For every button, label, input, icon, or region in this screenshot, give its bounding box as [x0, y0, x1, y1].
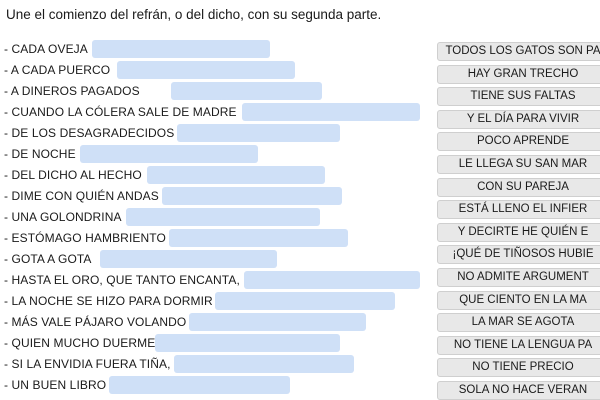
instruction-text: Une el comienzo del refrán, o del dicho,… [6, 7, 382, 22]
phrase-row: - A DINEROS PAGADOS [4, 82, 140, 100]
right-answer-list: TODOS LOS GATOS SON PA HAY GRAN TRECHO TIE… [437, 0, 600, 400]
answer-drop-zone[interactable] [80, 145, 258, 163]
answer-option[interactable]: TIENE SUS FALTAS [437, 87, 600, 107]
phrase-row: - CUANDO LA CÓLERA SALE DE MADRE [4, 103, 237, 121]
phrase-label: - DIME CON QUIÉN ANDAS [4, 189, 159, 203]
phrase-row: - MÁS VALE PÁJARO VOLANDO [4, 313, 186, 331]
answer-option[interactable]: HAY GRAN TRECHO [437, 64, 600, 84]
phrase-label: - DEL DICHO AL HECHO [4, 168, 142, 182]
answer-option[interactable]: ¡QUÉ DE TIÑOSOS HUBIE [437, 245, 600, 265]
phrase-row: - LA NOCHE SE HIZO PARA DORMIR [4, 292, 213, 310]
phrase-label: - DE NOCHE [4, 147, 76, 161]
phrase-label: - A CADA PUERCO [4, 63, 111, 77]
answer-option[interactable]: SOLA NO HACE VERAN [437, 381, 600, 400]
answer-option[interactable]: ESTÁ LLENO EL INFIER [437, 200, 600, 220]
phrase-label: - GOTA A GOTA [4, 252, 92, 266]
answer-drop-zone[interactable] [242, 103, 420, 121]
phrase-label: - SI LA ENVIDIA FUERA TIÑA, [4, 357, 171, 371]
answer-option[interactable]: Y DECIRTE HE QUIÉN E [437, 222, 600, 242]
phrase-row: - DEL DICHO AL HECHO [4, 166, 142, 184]
phrase-row: - QUIEN MUCHO DUERME [4, 334, 155, 352]
answer-drop-zone[interactable] [215, 292, 395, 310]
phrase-label: - ESTÓMAGO HAMBRIENTO [4, 231, 166, 245]
phrase-row: - DE NOCHE [4, 145, 76, 163]
answer-drop-zone[interactable] [174, 355, 354, 373]
left-phrase-list: - CADA OVEJA - A CADA PUERCO - A DINEROS P… [4, 40, 420, 394]
answer-option[interactable]: POCO APRENDE [437, 132, 600, 152]
phrase-label: - UNA GOLONDRINA [4, 210, 122, 224]
answer-option[interactable]: CON SU PAREJA [437, 177, 600, 197]
answer-drop-zone[interactable] [244, 271, 420, 289]
answer-option[interactable]: NO TIENE LA LENGUA PA [437, 335, 600, 355]
phrase-label: - UN BUEN LIBRO [4, 378, 107, 392]
phrase-row: - CADA OVEJA [4, 40, 88, 58]
phrase-row: - ESTÓMAGO HAMBRIENTO [4, 229, 166, 247]
phrase-label: - DE LOS DESAGRADECIDOS [4, 126, 175, 140]
phrase-row: - DE LOS DESAGRADECIDOS [4, 124, 174, 142]
phrase-label: - HASTA EL ORO, QUE TANTO ENCANTA, [4, 273, 240, 287]
phrase-label: - QUIEN MUCHO DUERME [4, 336, 156, 350]
phrase-row: - SI LA ENVIDIA FUERA TIÑA, [4, 355, 171, 373]
phrase-label: - CADA OVEJA [4, 42, 88, 56]
answer-option[interactable]: Y EL DÍA PARA VIVIR [437, 109, 600, 129]
phrase-label: - MÁS VALE PÁJARO VOLANDO [4, 315, 187, 329]
answer-option[interactable]: LE LLEGA SU SAN MAR [437, 155, 600, 174]
answer-drop-zone[interactable] [126, 208, 320, 226]
answer-drop-zone[interactable] [92, 40, 270, 58]
answer-drop-zone[interactable] [109, 376, 290, 394]
answer-drop-zone[interactable] [189, 313, 366, 331]
answer-drop-zone[interactable] [100, 250, 277, 268]
phrase-label: - A DINEROS PAGADOS [4, 84, 140, 98]
phrase-row: - DIME CON QUIÉN ANDAS [4, 187, 159, 205]
phrase-row: - GOTA A GOTA [4, 250, 92, 268]
answer-option[interactable]: NO TIENE PRECIO [437, 358, 600, 378]
answer-drop-zone[interactable] [147, 166, 325, 184]
answer-drop-zone[interactable] [155, 334, 340, 352]
answer-drop-zone[interactable] [171, 82, 322, 100]
answer-option[interactable]: LA MAR SE AGOTA [437, 313, 600, 333]
answer-option[interactable]: QUE CIENTO EN LA MA [437, 290, 600, 310]
answer-drop-zone[interactable] [162, 187, 342, 205]
answer-drop-zone[interactable] [117, 61, 295, 79]
phrase-row: - UNA GOLONDRINA [4, 208, 122, 226]
phrase-label: - CUANDO LA CÓLERA SALE DE MADRE [4, 105, 237, 119]
phrase-row: - UN BUEN LIBRO [4, 376, 106, 394]
phrase-row: - HASTA EL ORO, QUE TANTO ENCANTA, [4, 271, 240, 289]
phrase-row: - A CADA PUERCO [4, 61, 110, 79]
answer-drop-zone[interactable] [169, 229, 348, 247]
phrase-label: - LA NOCHE SE HIZO PARA DORMIR [4, 294, 213, 308]
answer-option[interactable]: NO ADMITE ARGUMENT [437, 268, 600, 287]
answer-drop-zone[interactable] [177, 124, 340, 142]
answer-option[interactable]: TODOS LOS GATOS SON PA [437, 42, 600, 61]
